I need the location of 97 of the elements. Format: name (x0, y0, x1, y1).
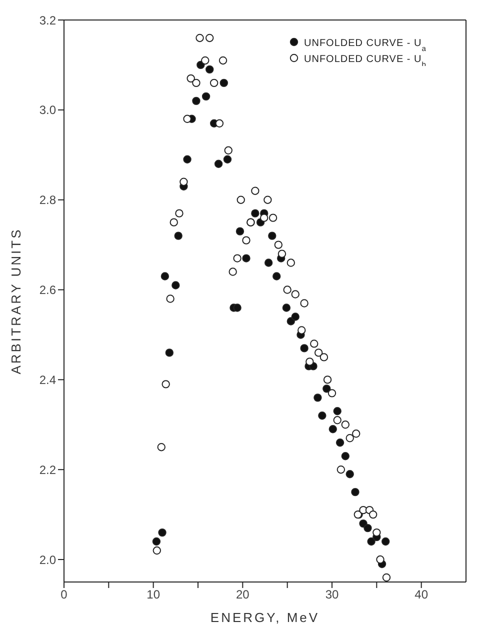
y-axis-title: ARBITRARY UNITS (8, 228, 24, 374)
x-tick-label: 10 (146, 588, 160, 602)
point (160, 272, 170, 280)
point (192, 78, 200, 88)
point (333, 407, 342, 416)
point (341, 452, 350, 460)
point (170, 218, 178, 226)
point (368, 510, 378, 519)
point (215, 119, 224, 128)
point (310, 340, 318, 348)
point (328, 389, 336, 398)
point (376, 555, 384, 564)
point (264, 258, 273, 267)
point (242, 254, 250, 262)
point (218, 56, 228, 65)
point (236, 227, 244, 236)
x-tick-label: 0 (60, 588, 68, 602)
point (157, 443, 166, 452)
point (166, 294, 174, 303)
point (152, 546, 162, 555)
point (201, 56, 210, 65)
point (174, 232, 182, 240)
point (272, 272, 281, 280)
point (180, 178, 188, 186)
point (314, 394, 322, 402)
legend-label: UNFOLDED CURVE - U$_{a}$ (304, 38, 427, 52)
point (233, 304, 242, 312)
point (196, 34, 204, 42)
point (314, 348, 323, 357)
point (158, 528, 166, 537)
y-tick-label: 2.4 (39, 372, 56, 387)
x-tick-label: 40 (414, 588, 428, 602)
point (152, 537, 161, 546)
point (192, 96, 200, 106)
x-axis-title: ENERGY, MeV (210, 610, 320, 625)
point (328, 425, 337, 434)
point (300, 299, 308, 308)
point (202, 92, 210, 101)
point (346, 470, 354, 478)
point (162, 380, 170, 388)
point (210, 78, 218, 88)
point (286, 258, 296, 267)
x-tick-label: 30 (325, 588, 339, 602)
point (264, 196, 272, 204)
point (236, 196, 245, 204)
point (318, 412, 326, 420)
point (183, 155, 192, 164)
point (268, 232, 276, 240)
point (206, 34, 214, 42)
point (341, 420, 350, 429)
point (165, 348, 174, 357)
y-tick-label: 3.2 (39, 13, 56, 28)
point (306, 358, 314, 366)
point (352, 430, 360, 438)
point (251, 186, 260, 195)
point (233, 254, 242, 262)
point (274, 240, 282, 249)
point (278, 250, 286, 258)
x-tick-label: 20 (236, 588, 250, 602)
point (333, 416, 342, 424)
point (282, 304, 291, 312)
point (300, 344, 308, 352)
point (224, 146, 232, 154)
point (346, 434, 354, 442)
point (175, 209, 184, 218)
y-tick-label: 2.8 (39, 193, 56, 208)
y-tick-label: 2.6 (39, 283, 56, 298)
point (323, 376, 332, 384)
point (206, 65, 214, 74)
y-tick-label: 3.0 (39, 103, 56, 118)
point (183, 114, 192, 124)
point (382, 573, 391, 582)
point (322, 384, 331, 393)
point (291, 312, 300, 321)
point (214, 160, 223, 168)
point (372, 528, 381, 537)
point (242, 236, 250, 244)
point (268, 214, 278, 222)
y-tick-label: 2.2 (39, 462, 56, 477)
point (336, 438, 344, 447)
point (251, 209, 260, 218)
point (351, 488, 360, 496)
point (228, 268, 237, 276)
point (283, 286, 292, 294)
point (364, 524, 372, 532)
point (220, 78, 228, 88)
point (320, 353, 328, 362)
point (298, 326, 306, 334)
point (382, 537, 390, 546)
point (260, 214, 268, 222)
point (367, 537, 376, 546)
point (172, 281, 180, 290)
y-tick-label: 2.0 (39, 552, 56, 567)
point (336, 466, 346, 474)
point (291, 290, 300, 298)
point (186, 74, 195, 83)
point (223, 155, 232, 164)
